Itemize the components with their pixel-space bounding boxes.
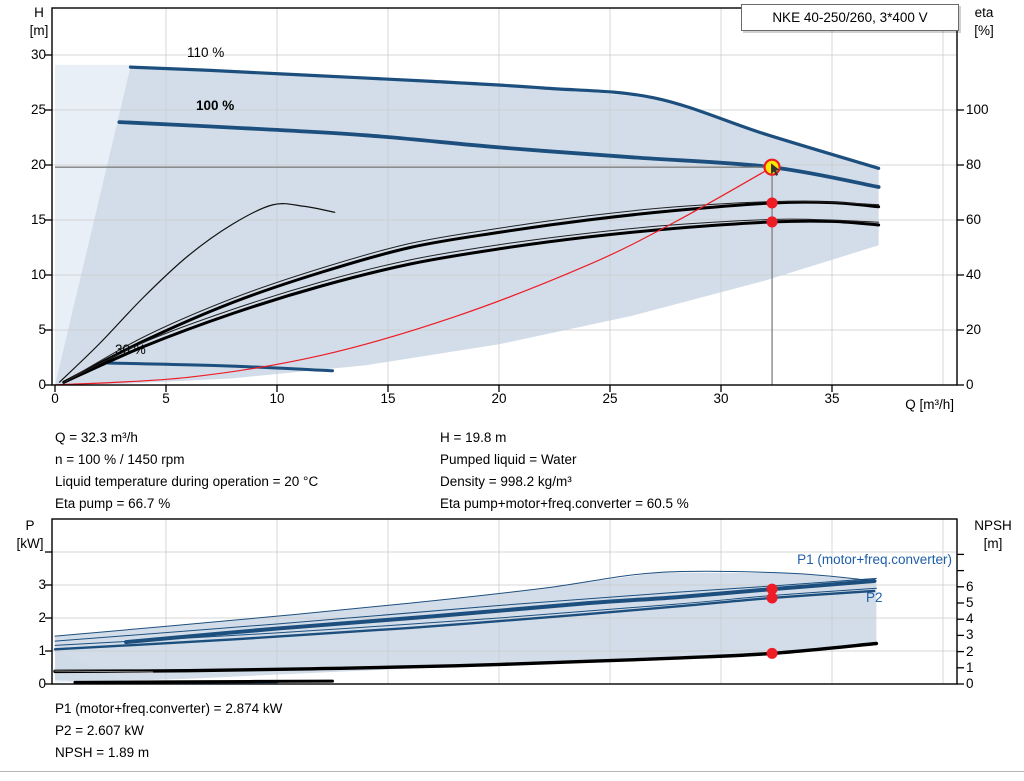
info-q: Q = 32.3 m³/h: [55, 430, 138, 445]
npsh-left-gray: [54, 670, 154, 673]
y-right-tick-label: 100: [966, 102, 989, 117]
y-right-tick-label: 0: [966, 676, 974, 691]
x-tick-label: 35: [824, 391, 840, 406]
y-right-tick-label: 0: [966, 377, 974, 392]
npsh-duty: [766, 647, 778, 659]
y-left-tick-label: 3: [38, 577, 46, 592]
y-right-tick-label: 4: [966, 611, 974, 627]
label-p1-curve: P1 (motor+freq.converter): [797, 552, 952, 567]
y-right-tick-label: 3: [966, 627, 974, 643]
y-left-tick-label: 15: [30, 212, 46, 227]
x-tick-label: 30: [713, 391, 729, 406]
x-tick-label: 10: [269, 391, 285, 406]
p1-duty: [766, 583, 778, 595]
npsh-curve: [53, 641, 879, 674]
footer-divider: [0, 771, 1024, 772]
info-temp: Liquid temperature during operation = 20…: [55, 474, 319, 489]
p1-thin-top: [54, 570, 877, 637]
y-right-tick-label: 5: [966, 595, 974, 610]
label-110-percent: 110 %: [187, 45, 225, 60]
y-right-tick-label: 40: [966, 267, 982, 282]
y-right-tick-label: 1: [966, 659, 974, 675]
y-left-tick-label: 1: [38, 643, 46, 658]
info-p2: P2 = 2.607 kW: [55, 723, 144, 738]
cursor-icon: [771, 163, 780, 176]
eta-axis-title: eta [%]: [974, 5, 994, 38]
eta-duty-min: [766, 216, 778, 228]
y-left-tick-label: 25: [30, 102, 46, 117]
info-liquid: Pumped liquid = Water: [440, 452, 577, 467]
y-left-tick-label: 0: [38, 676, 46, 691]
label-p2-curve: P2: [866, 590, 883, 605]
p2-duty: [766, 592, 778, 604]
x-tick-label: 15: [380, 391, 396, 406]
npsh-30-percent: [73, 679, 334, 684]
info-eta-pump: Eta pump = 66.7 %: [55, 496, 171, 511]
y-left-tick-label: 10: [30, 267, 46, 282]
y-right-tick-label: 6: [966, 578, 974, 594]
info-density: Density = 998.2 kg/m³: [440, 474, 572, 489]
eta-thin-lower: [63, 218, 880, 383]
system-curve: [54, 166, 773, 386]
y-right-tick-label: 2: [966, 643, 974, 659]
x-tick-label: 20: [491, 391, 507, 406]
curve-30-percent: [106, 361, 334, 373]
y-left-tick-label: 5: [38, 322, 46, 337]
y-left-tick-label: 20: [30, 157, 46, 172]
npsh-axis-title: NPSH [m]: [974, 518, 1012, 551]
q-axis-title: Q [m³/h]: [905, 397, 954, 412]
eta-30-percent: [58, 203, 336, 383]
lower-plot-frame: [51, 518, 958, 685]
x-tick-label: 5: [162, 391, 170, 406]
pump-title-box: NKE 40-250/260, 3*400 V: [741, 4, 959, 31]
eta-thin-upper: [63, 200, 880, 383]
h-axis-title: H [m]: [29, 5, 49, 38]
label-30-percent: 30 %: [115, 342, 146, 357]
y-left-tick-label: 30: [30, 47, 46, 62]
info-npsh: NPSH = 1.89 m: [55, 745, 150, 760]
info-h: H = 19.8 m: [440, 430, 507, 445]
p-axis-title: P [kW]: [16, 518, 44, 551]
y-left-tick-label: 2: [38, 610, 46, 625]
y-right-tick-label: 80: [966, 157, 982, 172]
y-right-tick-label: 20: [966, 322, 982, 337]
info-eta-total: Eta pump+motor+freq.converter = 60.5 %: [440, 496, 689, 511]
info-n: n = 100 % / 1450 rpm: [55, 452, 185, 467]
upper-plot-frame: [51, 7, 958, 386]
y-left-tick-label: 0: [38, 377, 46, 392]
x-tick-label: 25: [602, 391, 618, 406]
eta-duty-max: [766, 197, 778, 209]
curve-110-percent: [128, 65, 881, 170]
y-right-tick-label: 60: [966, 212, 982, 227]
x-tick-label: 0: [51, 391, 59, 406]
label-100-percent: 100 %: [196, 98, 235, 113]
operating-envelope: [55, 67, 879, 385]
info-p1: P1 (motor+freq.converter) = 2.874 kW: [55, 701, 283, 716]
power-envelope: [55, 572, 877, 683]
